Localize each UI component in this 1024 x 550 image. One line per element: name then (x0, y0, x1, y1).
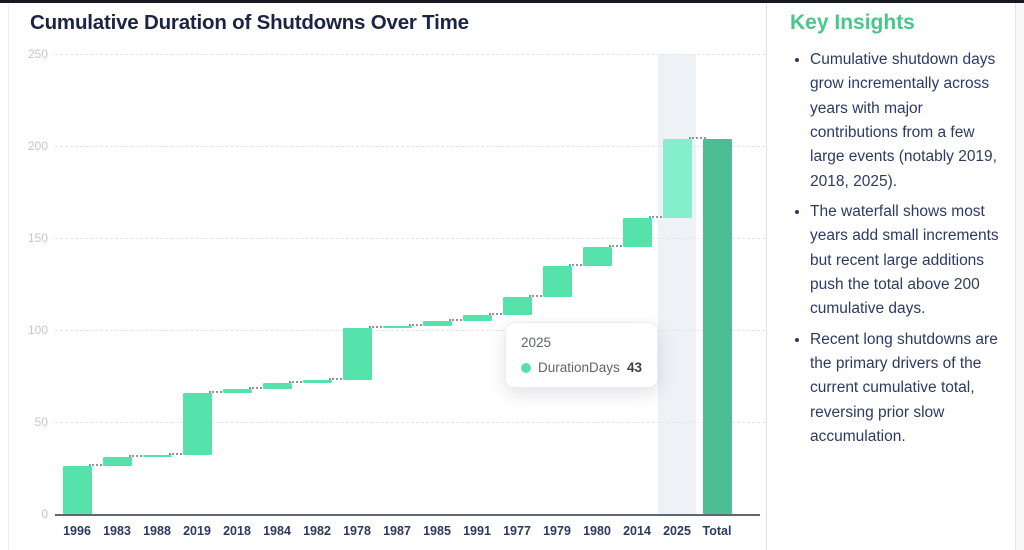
key-insights-list: Cumulative shutdown days grow incrementa… (790, 48, 999, 449)
waterfall-bar-1987[interactable] (382, 326, 412, 329)
step-connector (168, 453, 186, 456)
waterfall-bar-1982[interactable] (302, 379, 332, 384)
waterfall-bar-1983[interactable] (102, 456, 132, 467)
x-axis-tick-label: 2018 (223, 524, 251, 538)
step-connector (648, 215, 666, 218)
waterfall-bar-1985[interactable] (422, 320, 452, 327)
hover-column-band (658, 54, 696, 514)
x-axis-tick-label: 1988 (143, 524, 171, 538)
waterfall-bar-1978[interactable] (342, 328, 372, 380)
x-axis-tick-label: 1980 (583, 524, 611, 538)
step-connector (568, 263, 586, 266)
x-axis-tick-label: 2014 (623, 524, 651, 538)
waterfall-bar-2019[interactable] (182, 392, 212, 456)
y-gridline (55, 146, 765, 147)
left-border-line (8, 3, 9, 550)
y-gridline (55, 330, 765, 331)
step-connector (488, 313, 506, 316)
step-connector (528, 294, 546, 297)
chart-tooltip: 2025 DurationDays 43 (505, 322, 658, 388)
waterfall-bar-1977[interactable] (502, 296, 532, 316)
waterfall-bar-1988[interactable] (142, 455, 172, 458)
step-connector (288, 381, 306, 384)
step-connector (608, 245, 626, 248)
step-connector (368, 326, 386, 329)
y-gridline (55, 54, 765, 55)
x-axis-tick-label: 2019 (183, 524, 211, 538)
waterfall-bar-2025[interactable] (662, 138, 692, 218)
panel-divider (766, 3, 767, 550)
waterfall-bar-2014[interactable] (622, 217, 652, 248)
step-connector (128, 454, 146, 457)
waterfall-bar-1984[interactable] (262, 383, 292, 389)
step-connector (448, 318, 466, 321)
x-axis-tick-label: 1982 (303, 524, 331, 538)
x-axis-tick-label: 1991 (463, 524, 491, 538)
waterfall-bar-1991[interactable] (462, 315, 492, 321)
y-axis-tick-label: 0 (41, 507, 48, 521)
y-axis-tick-label: 100 (27, 323, 48, 337)
y-axis-tick-label: 200 (27, 139, 48, 153)
waterfall-bar-1979[interactable] (542, 265, 572, 297)
x-axis-tick-label: 1983 (103, 524, 131, 538)
x-axis-line (55, 514, 760, 516)
x-axis-tick-label: 1978 (343, 524, 371, 538)
step-connector (408, 324, 426, 327)
y-axis-tick-label: 250 (27, 47, 48, 61)
x-axis-tick-label: 1996 (63, 524, 91, 538)
chart-title: Cumulative Duration of Shutdowns Over Ti… (30, 11, 469, 34)
x-axis-tick-label: 2025 (663, 524, 691, 538)
x-axis-tick-label: 1977 (503, 524, 531, 538)
insight-item: The waterfall shows most years add small… (810, 200, 999, 322)
step-connector (688, 136, 706, 139)
step-connector (208, 390, 226, 393)
window-top-edge (0, 0, 1024, 3)
insight-item: Recent long shutdowns are the primary dr… (810, 328, 999, 450)
y-axis-tick-label: 50 (34, 415, 48, 429)
tooltip-series-label: DurationDays (538, 360, 620, 375)
tooltip-value: 43 (626, 360, 642, 375)
x-axis-tick-label: Total (702, 524, 732, 538)
step-connector (248, 386, 266, 389)
tooltip-series-row: DurationDays 43 (521, 360, 642, 375)
key-insights-panel: Key Insights Cumulative shutdown days gr… (767, 3, 1015, 550)
waterfall-bar-1996[interactable] (62, 466, 92, 514)
series-color-dot-icon (521, 362, 531, 373)
x-axis-tick-label: 1985 (423, 524, 451, 538)
scrollbar[interactable] (1015, 3, 1024, 550)
x-axis-tick-label: 1984 (263, 524, 291, 538)
key-insights-heading: Key Insights (790, 11, 915, 34)
waterfall-bar-total[interactable] (702, 138, 732, 514)
insight-item: Cumulative shutdown days grow incrementa… (810, 48, 999, 194)
tooltip-category: 2025 (521, 335, 552, 350)
waterfall-bar-1980[interactable] (582, 247, 612, 266)
y-gridline (55, 422, 765, 423)
x-axis-tick-label: 1979 (543, 524, 571, 538)
waterfall-bar-2018[interactable] (222, 388, 252, 393)
y-axis-tick-label: 150 (27, 231, 48, 245)
step-connector (88, 464, 106, 467)
waterfall-chart: Cumulative Duration of Shutdowns Over Ti… (27, 11, 765, 538)
y-gridline (55, 238, 765, 239)
x-axis-tick-label: 1987 (383, 524, 411, 538)
step-connector (328, 377, 346, 380)
